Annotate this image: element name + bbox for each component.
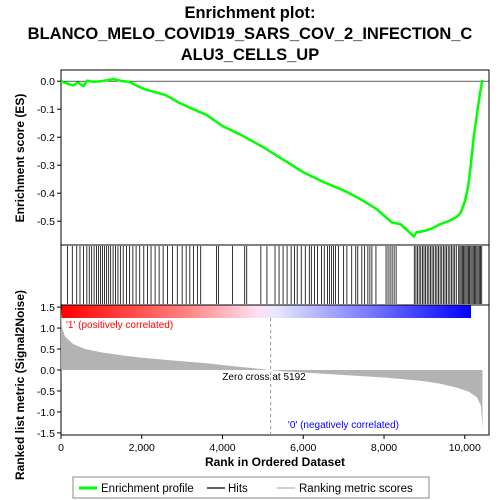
es-tick-label-5: -0.5 xyxy=(37,216,55,228)
axes-ticks: 0.0 -0.1 -0.2 -0.3 -0.4 -0.5 1.5 1.0 0.5 0.0 -0.5 -… xyxy=(37,76,481,454)
es-curve xyxy=(60,77,484,238)
metric-tick-label-3: 0.0 xyxy=(40,365,55,377)
metric-tick-label-6: -1.5 xyxy=(37,428,55,440)
legend-metric-label: Ranking metric scores xyxy=(299,483,413,495)
x-axis-label: Rank in Ordered Dataset xyxy=(205,455,345,469)
metric-tick-label-4: -0.5 xyxy=(37,386,55,398)
metric-tick-label-1: 1.0 xyxy=(40,323,55,335)
metric-tick-label-2: 0.5 xyxy=(40,344,55,356)
rank-color-bar xyxy=(61,305,471,318)
metric-score-area xyxy=(61,309,483,429)
legend: Enrichment profile Hits Ranking metric s… xyxy=(72,476,430,499)
es-tick-label-2: -0.2 xyxy=(37,132,55,144)
chart-title-line-3: ALU3_CELLS_UP xyxy=(181,46,319,64)
es-panel-frame xyxy=(60,69,490,246)
es-y-axis-label: Enrichment score (ES) xyxy=(13,94,27,223)
es-tick-label-0: 0.0 xyxy=(40,76,55,88)
negative-correlation-label: '0' (negatively correlated) xyxy=(288,420,399,431)
es-tick-label-1: -0.1 xyxy=(37,104,55,116)
metric-tick-label-5: -1.0 xyxy=(37,407,55,419)
x-tick-label-5: 10,000 xyxy=(449,442,481,454)
legend-es-label: Enrichment profile xyxy=(101,483,194,495)
chart-title-line-1: Enrichment plot: xyxy=(184,4,315,22)
chart-title-line-2: BLANCO_MELO_COVID19_SARS_COV_2_INFECTION… xyxy=(28,25,473,43)
x-tick-label-4: 8,000 xyxy=(371,442,397,454)
es-curve-group xyxy=(60,77,484,238)
hit-marks xyxy=(67,246,483,304)
es-tick-label-4: -0.4 xyxy=(37,188,55,200)
x-tick-label-1: 2,000 xyxy=(129,442,155,454)
zero-cross-label: Zero cross at 5192 xyxy=(222,372,306,383)
metric-y-axis-label: Ranked list metric (Signal2Noise) xyxy=(13,290,27,480)
metric-tick-label-0: 1.5 xyxy=(40,302,55,314)
legend-hits-label: Hits xyxy=(228,483,248,495)
metric-area xyxy=(61,309,483,435)
legend-box xyxy=(72,476,430,499)
positive-correlation-label: '1' (positively correlated) xyxy=(66,320,173,331)
es-tick-label-3: -0.3 xyxy=(37,160,55,172)
x-tick-label-2: 4,000 xyxy=(209,442,235,454)
x-tick-label-3: 6,000 xyxy=(290,442,316,454)
x-tick-label-0: 0 xyxy=(58,442,64,454)
